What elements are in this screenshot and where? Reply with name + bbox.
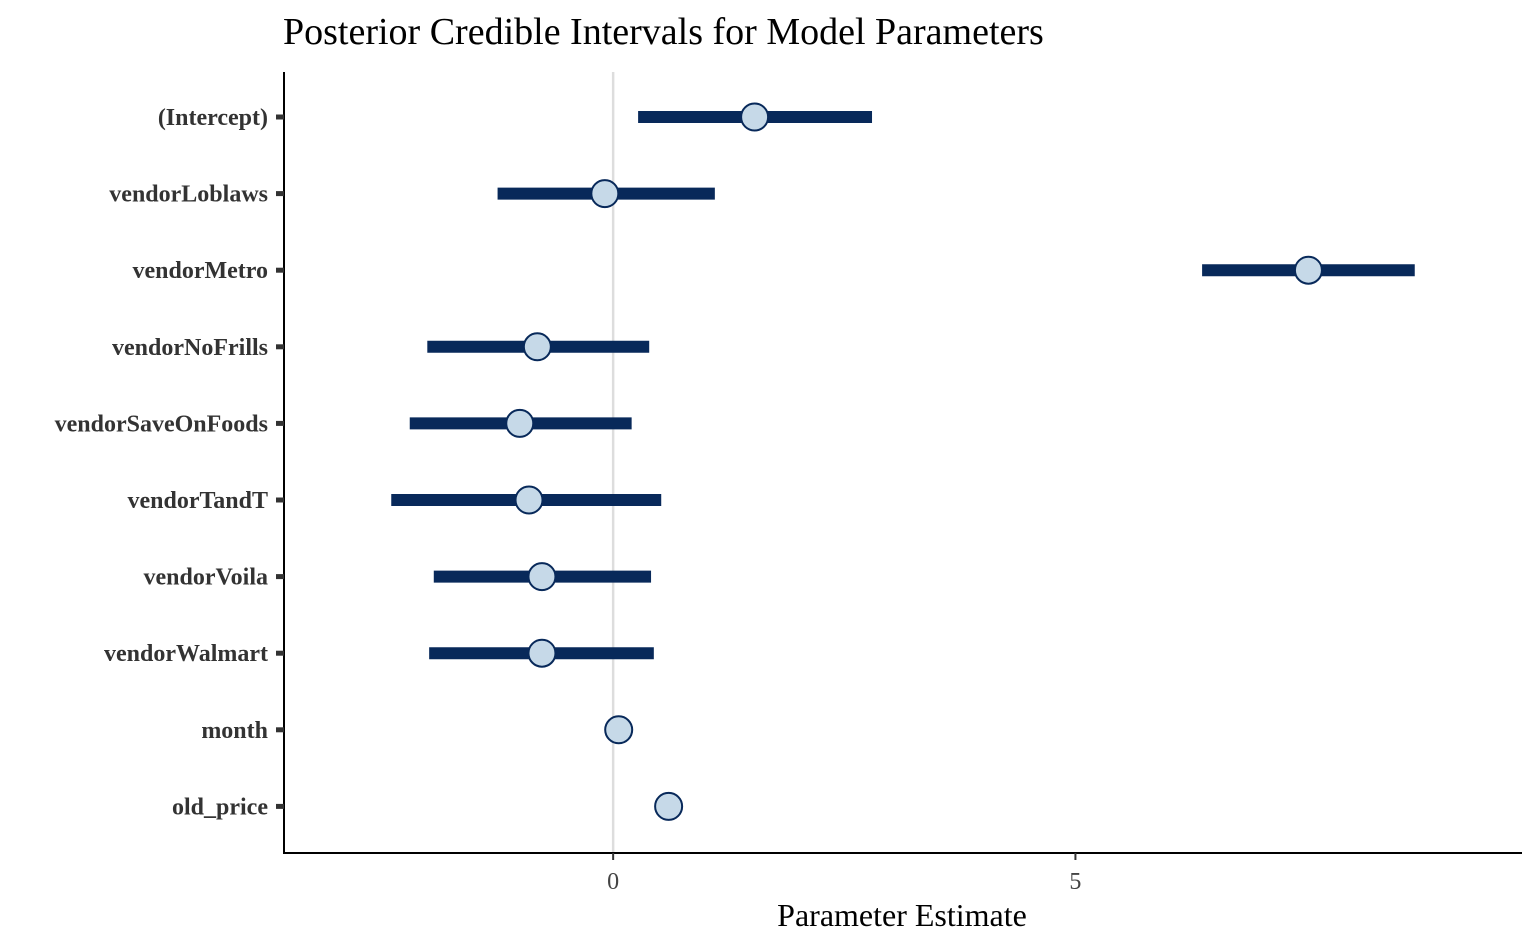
y-tick-label: vendorVoila xyxy=(144,565,268,591)
point-estimates xyxy=(505,102,1323,821)
point-estimate xyxy=(654,791,684,821)
point-estimate xyxy=(527,638,557,668)
y-tick-label: vendorNoFrills xyxy=(112,335,268,361)
point-estimate xyxy=(604,715,634,745)
x-tick-label: 5 xyxy=(1069,869,1081,895)
y-tick-label: vendorTandT xyxy=(127,488,268,514)
point-estimate xyxy=(505,408,535,438)
point-estimate xyxy=(740,102,770,132)
y-tick-label: vendorLoblaws xyxy=(109,182,268,208)
y-tick-label: vendorSaveOnFoods xyxy=(55,411,268,437)
y-tick-label: vendorWalmart xyxy=(104,641,268,667)
point-estimate xyxy=(1293,255,1323,285)
y-axis-ticks: (Intercept) vendorLoblaws vendorMetro vendo… xyxy=(55,105,284,820)
point-estimate xyxy=(527,562,557,592)
y-tick-label: (Intercept) xyxy=(158,105,268,131)
point-estimate xyxy=(522,332,552,362)
point-estimate xyxy=(590,179,620,209)
point-estimate xyxy=(514,485,544,515)
x-tick-label: 0 xyxy=(607,869,619,895)
y-tick-label: old_price xyxy=(172,794,268,820)
y-tick-label: vendorMetro xyxy=(132,258,268,284)
chart-title: Posterior Credible Intervals for Model P… xyxy=(283,11,1044,53)
x-axis-label: Parameter Estimate xyxy=(777,897,1027,933)
y-tick-label: month xyxy=(201,718,268,744)
axes xyxy=(283,72,1522,854)
